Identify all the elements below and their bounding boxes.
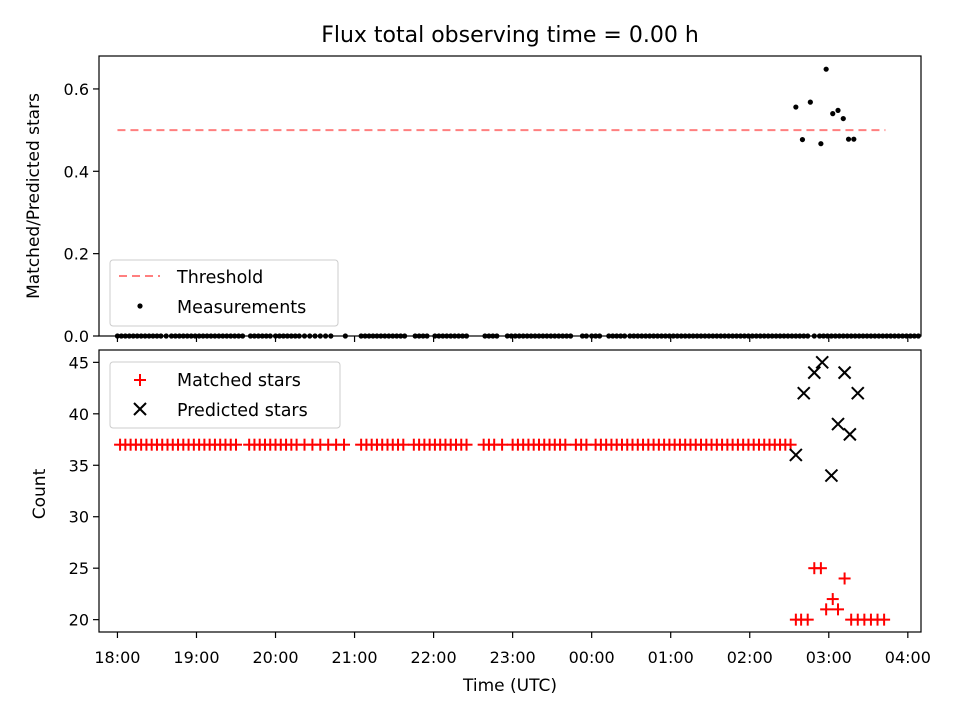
x-tick-label: 22:00 xyxy=(411,648,457,667)
predicted-star-point xyxy=(815,355,829,370)
count-y-axis-label: Count xyxy=(30,468,50,519)
predicted-star-point xyxy=(789,448,803,462)
x-tick-label: 01:00 xyxy=(648,648,694,667)
ratio-y-tick-label: 0.2 xyxy=(64,245,89,264)
predicted-star-point xyxy=(831,417,845,431)
x-axis-label: Time (UTC) xyxy=(462,676,557,696)
matched-star-point xyxy=(397,438,410,451)
predicted-star-point xyxy=(837,365,852,380)
count-y-tick-label: 30 xyxy=(69,508,89,527)
x-tick-label: 21:00 xyxy=(332,648,378,667)
x-tick-label: 23:00 xyxy=(490,648,536,667)
legend-measurements-swatch xyxy=(137,303,143,309)
predicted-star-point xyxy=(824,468,839,483)
measurement-point xyxy=(835,107,841,113)
measurement-point xyxy=(818,141,824,147)
ratio-panel: 0.0 0.2 0.4 0.6 Matched/Predicted stars Thr… xyxy=(24,55,922,346)
count-y-tick-label: 20 xyxy=(69,611,89,630)
legend-measurements-label: Measurements xyxy=(177,298,306,318)
count-plot-area xyxy=(114,355,891,626)
count-y-tick-label: 45 xyxy=(69,353,89,372)
matched-star-point xyxy=(460,438,473,451)
x-tick-label: 00:00 xyxy=(569,648,615,667)
x-tick-label: 19:00 xyxy=(173,648,219,667)
legend-predicted-swatch xyxy=(133,402,147,416)
x-tick-label: 04:00 xyxy=(885,648,931,667)
predicted-star-point xyxy=(807,365,822,380)
measurement-point xyxy=(851,136,857,142)
ratio-legend-box xyxy=(109,259,339,327)
x-tick-label: 02:00 xyxy=(727,648,773,667)
count-y-tick-label: 25 xyxy=(69,559,89,578)
matched-star-point xyxy=(230,438,242,451)
count-panel: 20 25 30 35 40 45 18:00 19:00 20:00 21:00 22:00 23… xyxy=(30,349,931,696)
count-legend-box xyxy=(109,361,341,429)
measurement-point xyxy=(823,66,829,72)
count-axes-frame xyxy=(98,349,922,633)
chart-title: Flux total observing time = 0.00 h xyxy=(321,23,699,48)
measurement-point xyxy=(799,136,806,143)
legend-threshold-label: Threshold xyxy=(176,268,263,288)
predicted-star-point xyxy=(843,427,857,442)
ratio-legend: Threshold Measurements xyxy=(109,259,339,327)
matched-star-point xyxy=(338,438,351,451)
ratio-y-tick-label: 0.0 xyxy=(64,327,89,346)
legend-matched-label: Matched stars xyxy=(177,371,301,391)
x-tick-label: 20:00 xyxy=(252,648,298,667)
ratio-y-tick-label: 0.4 xyxy=(64,162,89,181)
count-x-ticks: 18:00 19:00 20:00 21:00 22:00 23:00 00:00 01:00… xyxy=(94,632,931,667)
matched-star-point xyxy=(878,613,891,626)
measurement-point xyxy=(845,136,852,142)
predicted-star-point xyxy=(797,386,811,400)
measurement-point xyxy=(840,115,846,122)
x-tick-label: 03:00 xyxy=(806,648,852,667)
matched-star-point xyxy=(826,593,839,606)
matched-star-point xyxy=(832,603,845,616)
count-y-tick-label: 35 xyxy=(69,456,89,475)
matched-star-point xyxy=(838,572,851,585)
count-y-tick-label: 40 xyxy=(69,405,89,424)
predicted-star-point xyxy=(851,386,865,400)
ratio-y-tick-label: 0.6 xyxy=(64,80,89,99)
legend-matched-swatch xyxy=(134,374,146,386)
x-tick-label: 18:00 xyxy=(94,648,140,667)
matched-star-point xyxy=(814,562,827,575)
count-legend: Matched stars Predicted stars xyxy=(109,361,341,429)
ratio-y-axis-label: Matched/Predicted stars xyxy=(24,93,44,299)
legend-predicted-label: Predicted stars xyxy=(177,401,308,421)
measurement-point xyxy=(830,111,836,117)
ratio-axes-frame xyxy=(98,55,922,337)
measurement-point xyxy=(793,104,799,110)
measurement-point xyxy=(807,99,813,105)
matched-star-point xyxy=(559,438,572,451)
ratio-y-ticks: 0.0 0.2 0.4 0.6 xyxy=(64,80,99,346)
matched-star-point xyxy=(801,613,814,626)
ratio-x-ticks xyxy=(116,336,909,342)
count-y-ticks: 20 25 30 35 40 45 xyxy=(69,353,99,630)
matched-star-point xyxy=(820,603,833,616)
matched-star-point xyxy=(496,438,509,451)
